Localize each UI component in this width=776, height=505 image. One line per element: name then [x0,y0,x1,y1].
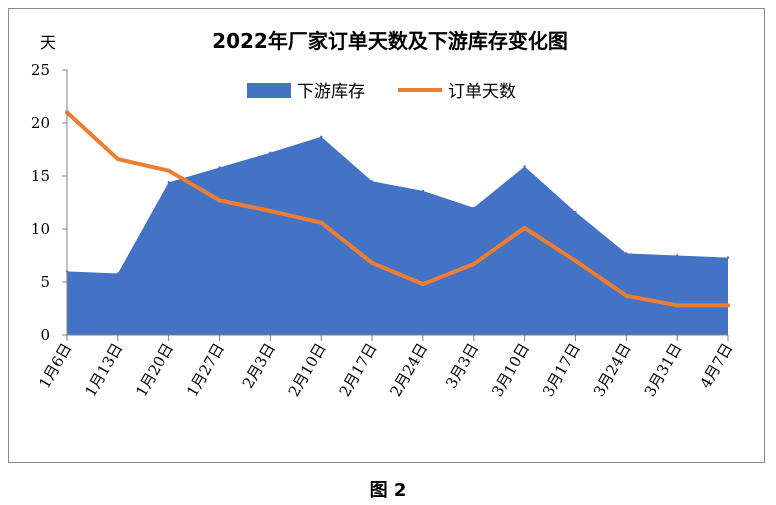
data-point-inventory [218,166,221,169]
x-tick-label: 2月10日 [285,340,330,400]
y-tick-label: 25 [31,61,50,79]
legend-label-inventory: 下游库存 [297,82,365,102]
y-axis: 0 5 10 15 20 25 [31,61,68,344]
legend-swatch-inventory [247,83,291,98]
plot-area [65,110,730,335]
series-line-order-days [65,110,728,308]
data-point-inventory [370,180,374,183]
data-point-inventory [421,189,425,193]
data-point-order-days [166,168,171,173]
series-area-inventory [67,136,728,335]
data-point-inventory [574,210,577,214]
data-point-order-days [115,157,120,162]
x-tick-label: 2月17日 [336,340,381,400]
data-point-order-days [319,220,324,225]
figure-caption: 图 2 [370,480,407,501]
x-tick-label: 3月10日 [488,340,533,400]
x-tick-label: 3月17日 [539,340,584,400]
data-point-order-days [573,258,578,263]
x-tick-label: 3月24日 [590,340,635,400]
x-axis: 1月6日 1月13日 1月20日 1月27日 2月3日 2月10日 2月17日 2月24日 3月… [35,334,736,400]
data-point-order-days [420,282,425,287]
data-point-order-days [268,208,273,213]
x-tick-label: 3月31日 [641,340,686,400]
x-tick-label: 3月3日 [442,340,482,392]
data-point-order-days [675,303,680,308]
x-tick-label: 2月3日 [239,340,279,392]
x-tick-label: 2月24日 [386,340,431,400]
y-tick-label: 0 [40,326,50,344]
data-point-inventory [675,254,679,257]
data-point-inventory [726,256,730,259]
x-tick-label: 4月7日 [696,340,736,392]
data-point-inventory [625,252,628,255]
y-tick-label: 5 [40,273,50,291]
data-point-order-days [726,303,730,308]
data-point-order-days [624,293,629,298]
chart-frame [8,8,765,463]
data-point-order-days [522,225,527,230]
chart-title: 2022年厂家订单天数及下游库存变化图 [212,29,568,53]
x-tick-label: 1月13日 [81,340,126,400]
data-point-inventory [523,165,526,168]
data-point-inventory [320,135,323,138]
x-tick-label: 1月6日 [35,340,75,392]
data-point-inventory [269,151,272,154]
data-point-order-days [370,260,375,265]
legend-label-order-days: 订单天数 [448,82,516,102]
data-point-inventory [167,181,170,184]
x-tick-label: 1月27日 [183,340,228,400]
data-point-order-days [471,261,476,266]
legend: 下游库存 订单天数 [247,82,516,102]
y-tick-label: 20 [31,114,50,132]
y-unit-label: 天 [40,33,56,52]
data-point-inventory [472,206,475,209]
data-point-order-days [217,198,222,203]
y-tick-label: 10 [31,220,50,238]
data-point-inventory [116,272,120,275]
x-tick-label: 1月20日 [132,340,177,400]
y-tick-label: 15 [31,167,50,185]
